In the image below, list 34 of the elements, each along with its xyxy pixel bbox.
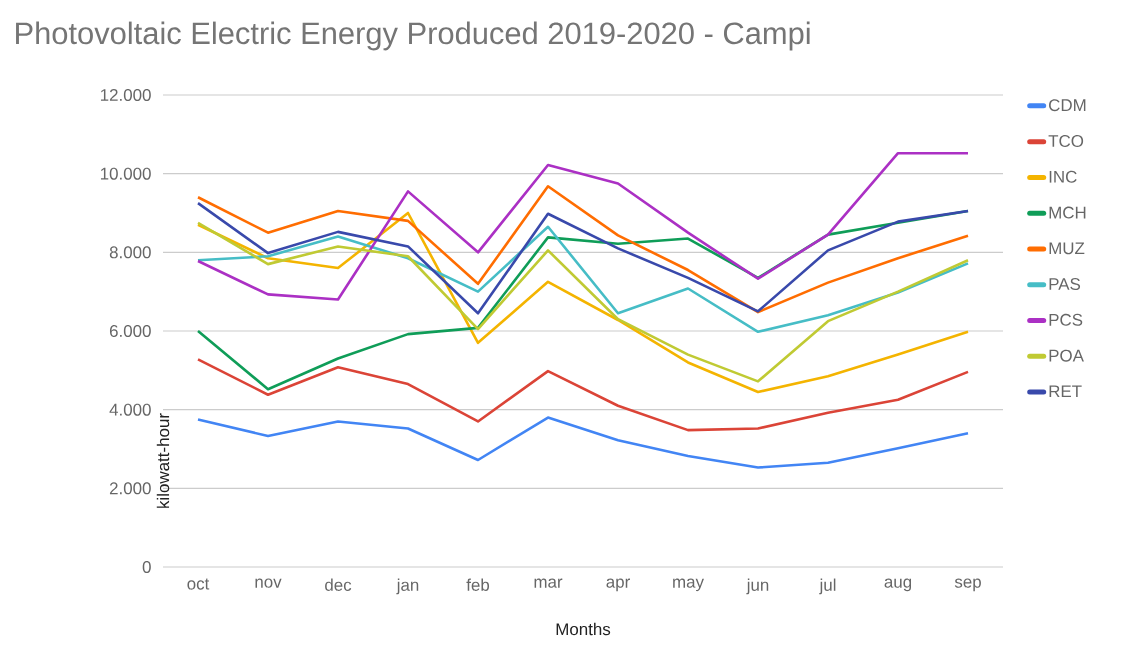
chart-title: Photovoltaic Electric Energy Produced 2019-2020 - Campi bbox=[16, 21, 810, 51]
y-tick-label: 4.000 bbox=[109, 403, 151, 416]
y-tick-label: 8.000 bbox=[109, 246, 151, 259]
x-tick-label: jun bbox=[746, 578, 769, 595]
x-tick-label: jul bbox=[819, 578, 836, 595]
y-axis-title: kilowatt-hour bbox=[156, 413, 170, 508]
y-tick-label: 10.000 bbox=[100, 167, 151, 180]
x-tick-label: feb bbox=[466, 578, 490, 591]
y-tick-label: 12.000 bbox=[100, 89, 151, 101]
y-tick-label: 6.000 bbox=[109, 325, 151, 337]
x-tick-label: dec bbox=[325, 578, 352, 591]
legend-label: MUZ bbox=[1049, 242, 1085, 255]
x-tick-label: oct bbox=[187, 578, 210, 590]
x-tick-label: apr bbox=[606, 578, 630, 592]
x-tick-label: may bbox=[673, 578, 704, 592]
line-series bbox=[196, 151, 970, 301]
x-tick-label: mar bbox=[534, 578, 563, 588]
legend-label: INC bbox=[1049, 170, 1077, 183]
legend-label: RET bbox=[1049, 385, 1082, 398]
legend-label: CDM bbox=[1049, 99, 1086, 112]
legend-label: MCH bbox=[1049, 206, 1086, 219]
line-series bbox=[196, 416, 970, 469]
x-tick-label: sep bbox=[954, 578, 981, 592]
legend-label: POA bbox=[1049, 349, 1084, 362]
x-tick-label: aug bbox=[884, 578, 912, 592]
legend-label: TCO bbox=[1048, 134, 1084, 147]
legend-label: PAS bbox=[1049, 278, 1081, 291]
legend-label: PCS bbox=[1049, 313, 1083, 326]
x-axis-title: Months bbox=[556, 622, 611, 636]
x-tick-label: jan bbox=[396, 578, 419, 595]
y-tick-label: 2.000 bbox=[109, 482, 151, 495]
x-tick-label: nov bbox=[255, 578, 282, 588]
y-tick-label: 0 bbox=[142, 561, 151, 573]
line-series bbox=[196, 358, 970, 432]
